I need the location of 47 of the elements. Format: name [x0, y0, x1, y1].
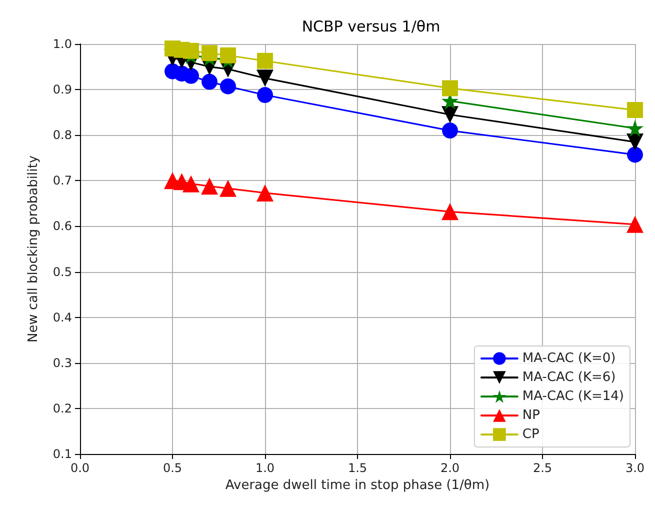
point [220, 180, 236, 197]
y-tick-label: 0.8 [52, 128, 72, 142]
point [183, 42, 199, 59]
x-tick-label: 1.5 [348, 461, 368, 475]
point [442, 80, 458, 96]
point [626, 216, 644, 233]
y-tick-label: 1.0 [52, 37, 72, 51]
legend-label: MA-CAC (K=6) [522, 370, 616, 385]
y-tick-label: 0.2 [52, 401, 72, 416]
x-tick-label: 0.5 [162, 461, 182, 475]
x-tick-label: 3.0 [625, 461, 645, 475]
chart-title: NCBP versus 1/θm [302, 18, 440, 36]
x-tick-label: 2.5 [532, 461, 552, 475]
y-tick-label: 0.7 [52, 174, 72, 188]
legend-label: MA-CAC (K=14) [522, 389, 624, 404]
y-axis-title: New call blocking probability [26, 155, 41, 343]
point [256, 184, 274, 202]
point [183, 68, 199, 84]
legend-label: NP [522, 408, 540, 423]
y-tick-label: 0.1 [52, 447, 72, 461]
point [257, 52, 273, 69]
x-tick-label: 1.0 [255, 461, 275, 475]
point [442, 122, 458, 139]
x-axis-title: Average dwell time in stop phase (1/θm) [225, 478, 490, 493]
point [220, 47, 236, 64]
point [442, 203, 458, 220]
point [220, 78, 236, 94]
legend-label: CP [522, 427, 540, 442]
y-tick-label: 0.3 [52, 356, 72, 370]
point [202, 74, 218, 90]
point [201, 178, 218, 195]
point [627, 146, 643, 163]
y-tick-label: 0.5 [52, 264, 72, 279]
point [627, 102, 643, 118]
point [182, 175, 200, 192]
point [442, 106, 458, 124]
y-tick-label: 0.9 [52, 82, 72, 97]
y-tick-label: 0.6 [52, 219, 72, 234]
x-tick-label: 2.0 [440, 461, 460, 475]
point [257, 87, 273, 104]
point [626, 120, 644, 137]
x-tick-label: 0.0 [70, 461, 90, 475]
point [626, 133, 644, 150]
point [202, 45, 218, 62]
y-tick-label: 0.4 [52, 310, 72, 324]
legend-label: MA-CAC (K=0) [522, 351, 616, 366]
point [256, 70, 274, 87]
